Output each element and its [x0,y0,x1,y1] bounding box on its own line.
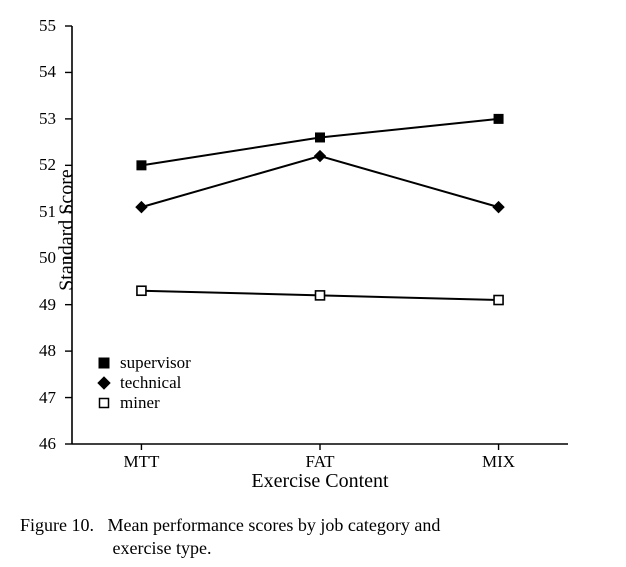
y-tick-label: 53 [16,109,56,129]
legend-item-miner: miner [92,393,191,413]
x-axis-label: Exercise Content [60,470,580,493]
y-tick-label: 46 [16,434,56,454]
filled-diamond-icon [92,376,116,390]
filled-square-icon [92,357,116,369]
legend-item-supervisor: supervisor [92,353,191,373]
legend-label: technical [120,373,181,393]
legend-label: miner [120,393,160,413]
x-tick-label: MIX [482,452,515,472]
y-tick-label: 55 [16,16,56,36]
y-tick-label: 48 [16,341,56,361]
y-axis-label: Standard Score [55,169,78,291]
figure-page: { "chart": { "type": "line", "categories… [0,0,626,567]
y-tick-label: 50 [16,248,56,268]
y-tick-label: 52 [16,155,56,175]
y-tick-label: 54 [16,62,56,82]
legend-label: supervisor [120,353,191,373]
y-tick-label: 47 [16,388,56,408]
legend: supervisor technical miner [92,353,191,413]
caption-text-line2: exercise type. [113,538,212,558]
y-tick-label: 51 [16,202,56,222]
x-tick-label: MTT [123,452,159,472]
y-tick-label: 49 [16,295,56,315]
legend-item-technical: technical [92,373,191,393]
open-square-icon [92,397,116,409]
caption-text-line1: Mean performance scores by job category … [108,515,441,535]
figure-caption: Figure 10. Mean performance scores by jo… [20,514,606,559]
x-tick-label: FAT [306,452,335,472]
caption-lead: Figure 10. [20,515,94,535]
